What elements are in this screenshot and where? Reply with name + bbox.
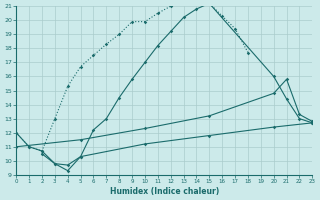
X-axis label: Humidex (Indice chaleur): Humidex (Indice chaleur) [110, 187, 219, 196]
